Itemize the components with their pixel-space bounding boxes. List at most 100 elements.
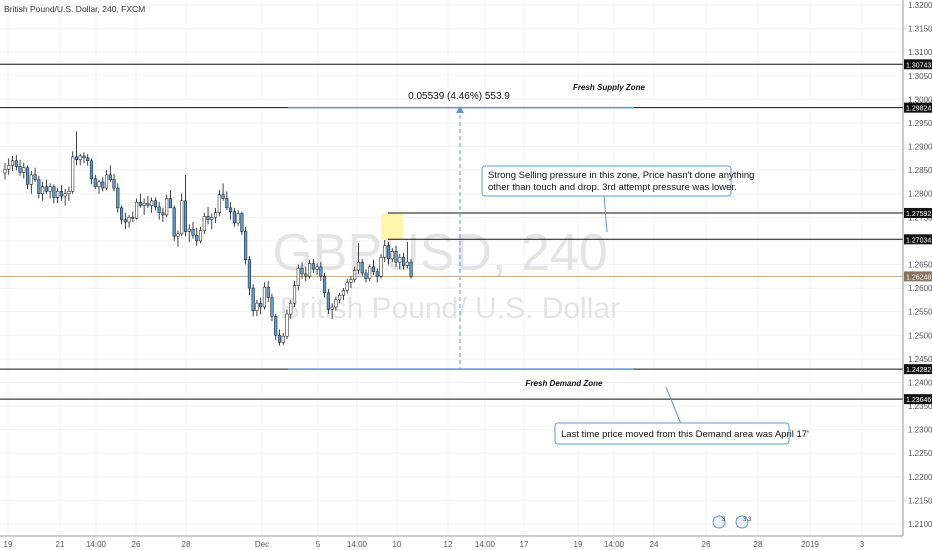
candle-body bbox=[172, 207, 176, 237]
candle-body bbox=[33, 174, 37, 180]
candlestick-series bbox=[3, 131, 413, 346]
event-badge-2-count: 3 3 bbox=[743, 517, 752, 523]
candle-body bbox=[56, 191, 60, 198]
price-tag[interactable]: 1.27592 bbox=[904, 207, 932, 218]
candle-body bbox=[138, 201, 142, 206]
candle-body bbox=[229, 207, 233, 212]
event-badge-1-count: 3 bbox=[722, 517, 726, 523]
price-tag[interactable]: 1.29824 bbox=[904, 102, 932, 113]
event-badge-1[interactable]: 3 bbox=[712, 515, 726, 529]
candle-body bbox=[59, 191, 63, 197]
price-tag-box bbox=[904, 364, 932, 375]
price-tag-label: 1.23646 bbox=[906, 397, 931, 404]
price-tick-label: 1.29000 bbox=[908, 143, 932, 152]
candle-body bbox=[319, 266, 323, 277]
event-badge-2[interactable]: 3 3 bbox=[735, 515, 752, 529]
price-tick-label: 1.22000 bbox=[908, 473, 932, 482]
price-tick-label: 1.32000 bbox=[908, 1, 932, 10]
supply-zone-label: Fresh Supply Zone bbox=[573, 83, 646, 92]
price-tag[interactable]: 1.23646 bbox=[904, 394, 932, 405]
price-tick-label: 1.29500 bbox=[908, 119, 932, 128]
candle-body bbox=[240, 213, 244, 232]
price-tag-box bbox=[904, 394, 932, 405]
price-tag-label: 1.26248 bbox=[906, 274, 931, 281]
price-tag-box bbox=[904, 207, 932, 218]
candle-body bbox=[180, 200, 184, 235]
price-tag-box bbox=[904, 102, 932, 113]
callout-top-pointer bbox=[603, 195, 608, 233]
time-tick-label: 17 bbox=[520, 540, 529, 549]
candle-body bbox=[41, 186, 45, 194]
candle-body bbox=[300, 268, 304, 275]
price-tag[interactable]: 1.24282 bbox=[904, 364, 932, 375]
candle-body bbox=[338, 294, 342, 301]
time-tick-label: 26 bbox=[702, 540, 711, 549]
price-tick-label: 1.24000 bbox=[908, 378, 932, 387]
candle-body bbox=[86, 157, 90, 161]
candle-body bbox=[63, 193, 67, 197]
time-tick-label: 14:00 bbox=[604, 540, 625, 549]
candle-body bbox=[356, 261, 360, 271]
candle-body bbox=[383, 245, 387, 258]
price-tag[interactable]: 1.30743 bbox=[904, 59, 932, 69]
candle-body bbox=[281, 335, 285, 343]
price-tag-box bbox=[904, 234, 932, 245]
candle-body bbox=[386, 245, 391, 260]
callout-top-line1: Strong Selling pressure in this zone, Pr… bbox=[488, 170, 754, 181]
candle-body bbox=[22, 167, 26, 173]
candle-body bbox=[311, 263, 315, 270]
candle-body bbox=[274, 316, 278, 336]
watermark-symbol: GBPUSD, 240 bbox=[272, 224, 607, 282]
candle-body bbox=[157, 206, 161, 213]
candle-body bbox=[7, 165, 11, 170]
time-tick-label: 19 bbox=[574, 540, 583, 549]
price-tag-label: 1.30743 bbox=[906, 62, 931, 69]
candle-body bbox=[334, 299, 338, 308]
candle-body bbox=[183, 200, 188, 232]
price-tick-label: 1.21500 bbox=[908, 496, 932, 505]
candle-body bbox=[52, 186, 56, 198]
candle-body bbox=[123, 219, 127, 223]
candle-body bbox=[37, 179, 41, 194]
candle-body bbox=[112, 179, 116, 189]
candle-body bbox=[398, 257, 402, 263]
price-tick-label: 1.28000 bbox=[908, 190, 932, 199]
time-tick-label: Dec bbox=[255, 540, 269, 549]
candle-body bbox=[210, 217, 214, 220]
price-tag[interactable]: 1.27034 bbox=[904, 234, 932, 245]
time-tick-label: 14:00 bbox=[86, 540, 107, 549]
candle-body bbox=[371, 266, 376, 272]
candle-body bbox=[266, 286, 270, 298]
candle-body bbox=[402, 257, 406, 266]
candle-body bbox=[191, 228, 195, 236]
candle-body bbox=[108, 174, 112, 180]
price-tick-label: 1.23000 bbox=[908, 426, 932, 435]
callout-top-line2: other than touch and drop. 3rd attempt p… bbox=[488, 182, 737, 193]
time-tick-label: 14:00 bbox=[475, 540, 496, 549]
candle-body bbox=[255, 302, 259, 311]
time-tick-label: 5 bbox=[316, 540, 321, 549]
price-tick-label: 1.30000 bbox=[908, 95, 932, 104]
time-tick-label: 28 bbox=[182, 540, 191, 549]
price-tags[interactable]: 1.30743 1.29824 1.27592 1.27034 1.26248 1.242… bbox=[904, 59, 932, 405]
measure-label: 0.05539 (4.46%) 553.9 bbox=[408, 91, 510, 102]
price-tick-label: 1.31500 bbox=[908, 25, 932, 34]
time-tick-label: 3 bbox=[860, 540, 865, 549]
candle-body bbox=[368, 266, 372, 279]
price-tick-label: 1.30500 bbox=[908, 72, 932, 81]
candle-body bbox=[198, 230, 203, 242]
chart-title: British Pound/U.S. Dollar, 240, FXCM bbox=[4, 4, 145, 14]
candle-body bbox=[315, 266, 319, 270]
candle-body bbox=[48, 186, 52, 192]
candle-body bbox=[244, 231, 248, 261]
callout-top-box bbox=[481, 165, 732, 197]
candle-body bbox=[78, 155, 82, 161]
price-tag-box bbox=[904, 271, 932, 282]
candle-body bbox=[97, 181, 101, 187]
price-tag[interactable]: 1.26248 bbox=[904, 271, 932, 282]
flag-icon bbox=[712, 515, 726, 529]
candle-body bbox=[202, 216, 206, 231]
demand-zone-label: Fresh Demand Zone bbox=[526, 379, 603, 388]
candle-body bbox=[304, 273, 308, 277]
time-tick-label: 21 bbox=[56, 540, 65, 549]
